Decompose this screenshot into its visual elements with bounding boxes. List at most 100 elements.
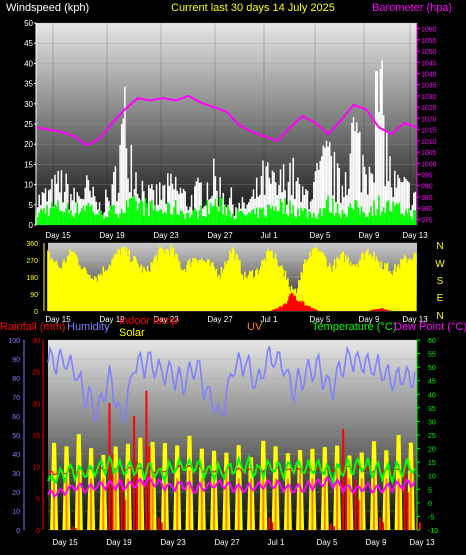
humidity-tick-label: 20 xyxy=(12,490,20,497)
direction-panel-series xyxy=(47,244,417,311)
y-tick-label: 90 xyxy=(30,292,38,299)
y-right-tick-label: 1050 xyxy=(421,49,437,56)
legend-indoor-temp: Indoor temp xyxy=(119,315,178,327)
humidity-tick-label: 80 xyxy=(12,376,20,383)
uv-series xyxy=(53,470,412,530)
humidity-tick-label: 60 xyxy=(12,414,20,421)
humidity-tick-label: 50 xyxy=(12,433,20,440)
y-tick-label: 50 xyxy=(24,19,33,28)
x-tick-label: Day 13 xyxy=(409,538,435,547)
temperature-tick-label: 15 xyxy=(428,460,436,467)
humidity-tick-label: 0 xyxy=(16,528,20,535)
y-tick-label: 360 xyxy=(26,241,38,248)
wind-y-axis: 0 5 10 15 20 25 30 35 40 45 50 xyxy=(24,19,37,230)
y-tick-label: 10 xyxy=(24,181,33,190)
chart-title: Current last 30 days 14 July 2025 xyxy=(171,2,335,14)
x-tick-label: Day 23 xyxy=(160,538,186,547)
x-tick-label: Day 27 xyxy=(207,315,233,324)
humidity-tick-label: 90 xyxy=(12,357,20,364)
y-right-tick-label: 975 xyxy=(421,217,433,224)
barometer-axis-title: Barometer (hpa) xyxy=(372,2,452,14)
y-right-tick-label: 1040 xyxy=(421,72,437,79)
x-tick-label: Day 15 xyxy=(52,538,78,547)
x-tick-label: Day 19 xyxy=(106,538,132,547)
humidity-series xyxy=(47,345,416,425)
temperature-tick-label: -5 xyxy=(428,514,434,521)
y-right-tick-label: 1060 xyxy=(421,27,437,34)
temperature-tick-label: 45 xyxy=(428,379,436,386)
x-tick-label: Day 23 xyxy=(153,231,179,240)
temperature-tick-label: -10 xyxy=(428,528,438,535)
x-tick-label: Day 5 xyxy=(317,538,338,547)
humidity-tick-label: 30 xyxy=(12,471,20,478)
y-right-tick-label: 1015 xyxy=(421,128,437,135)
humidity-tick-label: 70 xyxy=(12,395,20,402)
rain-tick-label: 25 xyxy=(32,370,40,377)
direction-y-axis: 0 90 180 270 360 xyxy=(26,241,45,316)
temperature-tick-label: 10 xyxy=(428,474,436,481)
y-right-tick-label: 980 xyxy=(421,206,433,213)
legend-uv: UV xyxy=(247,321,263,333)
y-right-tick-label: 1000 xyxy=(421,161,437,168)
y-tick-label: 40 xyxy=(24,59,33,68)
humidity-tick-label: 10 xyxy=(12,509,20,516)
wind-panel-series xyxy=(35,60,418,225)
wind-panel-grid xyxy=(36,22,417,226)
x-tick-label: Day 15 xyxy=(45,315,71,324)
x-tick-label: Day 27 xyxy=(214,538,240,547)
rain-tick-label: 0 xyxy=(36,528,40,535)
y-right-tick-label: 1020 xyxy=(421,116,437,123)
x-tick-label: Jul 1 xyxy=(261,315,278,324)
temperature-tick-label: 60 xyxy=(428,338,436,345)
wind-direction-alt-series xyxy=(269,292,392,311)
climate-x-axis: Day 15 Day 19 Day 23 Day 27 Jul 1 Day 5 Day 9 D… xyxy=(52,538,435,547)
rain-tick-label: 20 xyxy=(32,401,40,408)
y-tick-label: 270 xyxy=(26,258,38,265)
y-tick-label: 0 xyxy=(29,221,34,230)
temperature-tick-label: 50 xyxy=(428,365,436,372)
compass-label: W xyxy=(435,259,445,270)
rain-tick-label: 5 xyxy=(36,496,40,503)
temperature-series xyxy=(47,453,416,487)
humidity-tick-label: 100 xyxy=(8,338,20,345)
y-right-tick-label: 1025 xyxy=(421,105,437,112)
compass-label: N xyxy=(436,241,443,252)
y-right-tick-label: 1005 xyxy=(421,150,437,157)
y-tick-label: 20 xyxy=(24,140,33,149)
y-tick-label: 30 xyxy=(24,100,33,109)
x-tick-label: Day 5 xyxy=(310,231,331,240)
wind-x-axis: Day 15 Day 19 Day 23 Day 27 Jul 1 Day 5 Day 9 D… xyxy=(45,231,428,240)
x-tick-label: Day 9 xyxy=(366,538,387,547)
rain-tick-label: 30 xyxy=(32,338,40,345)
rain-tick-label: 15 xyxy=(32,433,40,440)
barometer-series xyxy=(35,94,418,147)
temperature-tick-label: 5 xyxy=(428,487,432,494)
legend-humidity: Humidity xyxy=(67,321,110,333)
legend-dewpoint: Dew Point (°C) xyxy=(394,321,466,333)
x-tick-label: Day 13 xyxy=(402,231,428,240)
y-tick-label: 25 xyxy=(24,120,33,129)
x-tick-label: Jul 1 xyxy=(268,538,285,547)
temperature-tick-label: 30 xyxy=(428,419,436,426)
x-tick-label: Day 13 xyxy=(402,315,428,324)
humidity-y-axis: 0 10 20 30 40 50 60 70 80 90 100 xyxy=(8,338,25,535)
compass-label: E xyxy=(437,293,444,304)
direction-x-axis: Day 15 Day 19 Day 23 Day 27 Jul 1 Day 5 Day 9 D… xyxy=(45,315,428,324)
y-right-tick-label: 990 xyxy=(421,184,433,191)
y-right-tick-label: 1030 xyxy=(421,94,437,101)
x-tick-label: Day 19 xyxy=(99,231,125,240)
legend-temperature: Temperature (°C) xyxy=(312,321,396,333)
compass-label: N xyxy=(436,311,443,322)
climate-panel-series xyxy=(47,345,421,530)
y-right-tick-label: 985 xyxy=(421,195,433,202)
x-tick-label: Day 5 xyxy=(310,315,331,324)
y-tick-label: 5 xyxy=(29,201,34,210)
temperature-tick-label: 20 xyxy=(428,447,436,454)
legend-rainfall: Rainfall (mm) xyxy=(0,321,65,333)
y-tick-label: 0 xyxy=(34,309,38,316)
x-tick-label: Day 9 xyxy=(359,231,380,240)
rain-tick-label: 10 xyxy=(32,465,40,472)
x-tick-label: Day 27 xyxy=(207,231,233,240)
